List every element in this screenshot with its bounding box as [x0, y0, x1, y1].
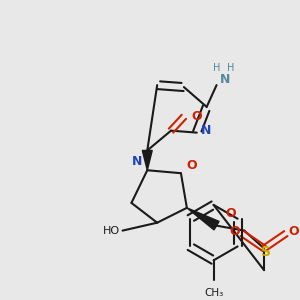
Text: HO: HO	[102, 226, 120, 236]
Text: N: N	[132, 155, 142, 168]
Text: H: H	[227, 63, 234, 73]
Text: O: O	[186, 159, 196, 172]
Text: N: N	[220, 73, 230, 86]
Text: O: O	[289, 225, 299, 238]
Text: S: S	[261, 245, 271, 260]
Text: O: O	[225, 207, 236, 220]
Polygon shape	[187, 208, 219, 230]
Text: O: O	[229, 225, 240, 238]
Text: H: H	[213, 63, 220, 73]
Polygon shape	[142, 150, 152, 170]
Text: O: O	[192, 110, 203, 123]
Text: N: N	[201, 124, 211, 137]
Text: CH₃: CH₃	[204, 288, 223, 298]
